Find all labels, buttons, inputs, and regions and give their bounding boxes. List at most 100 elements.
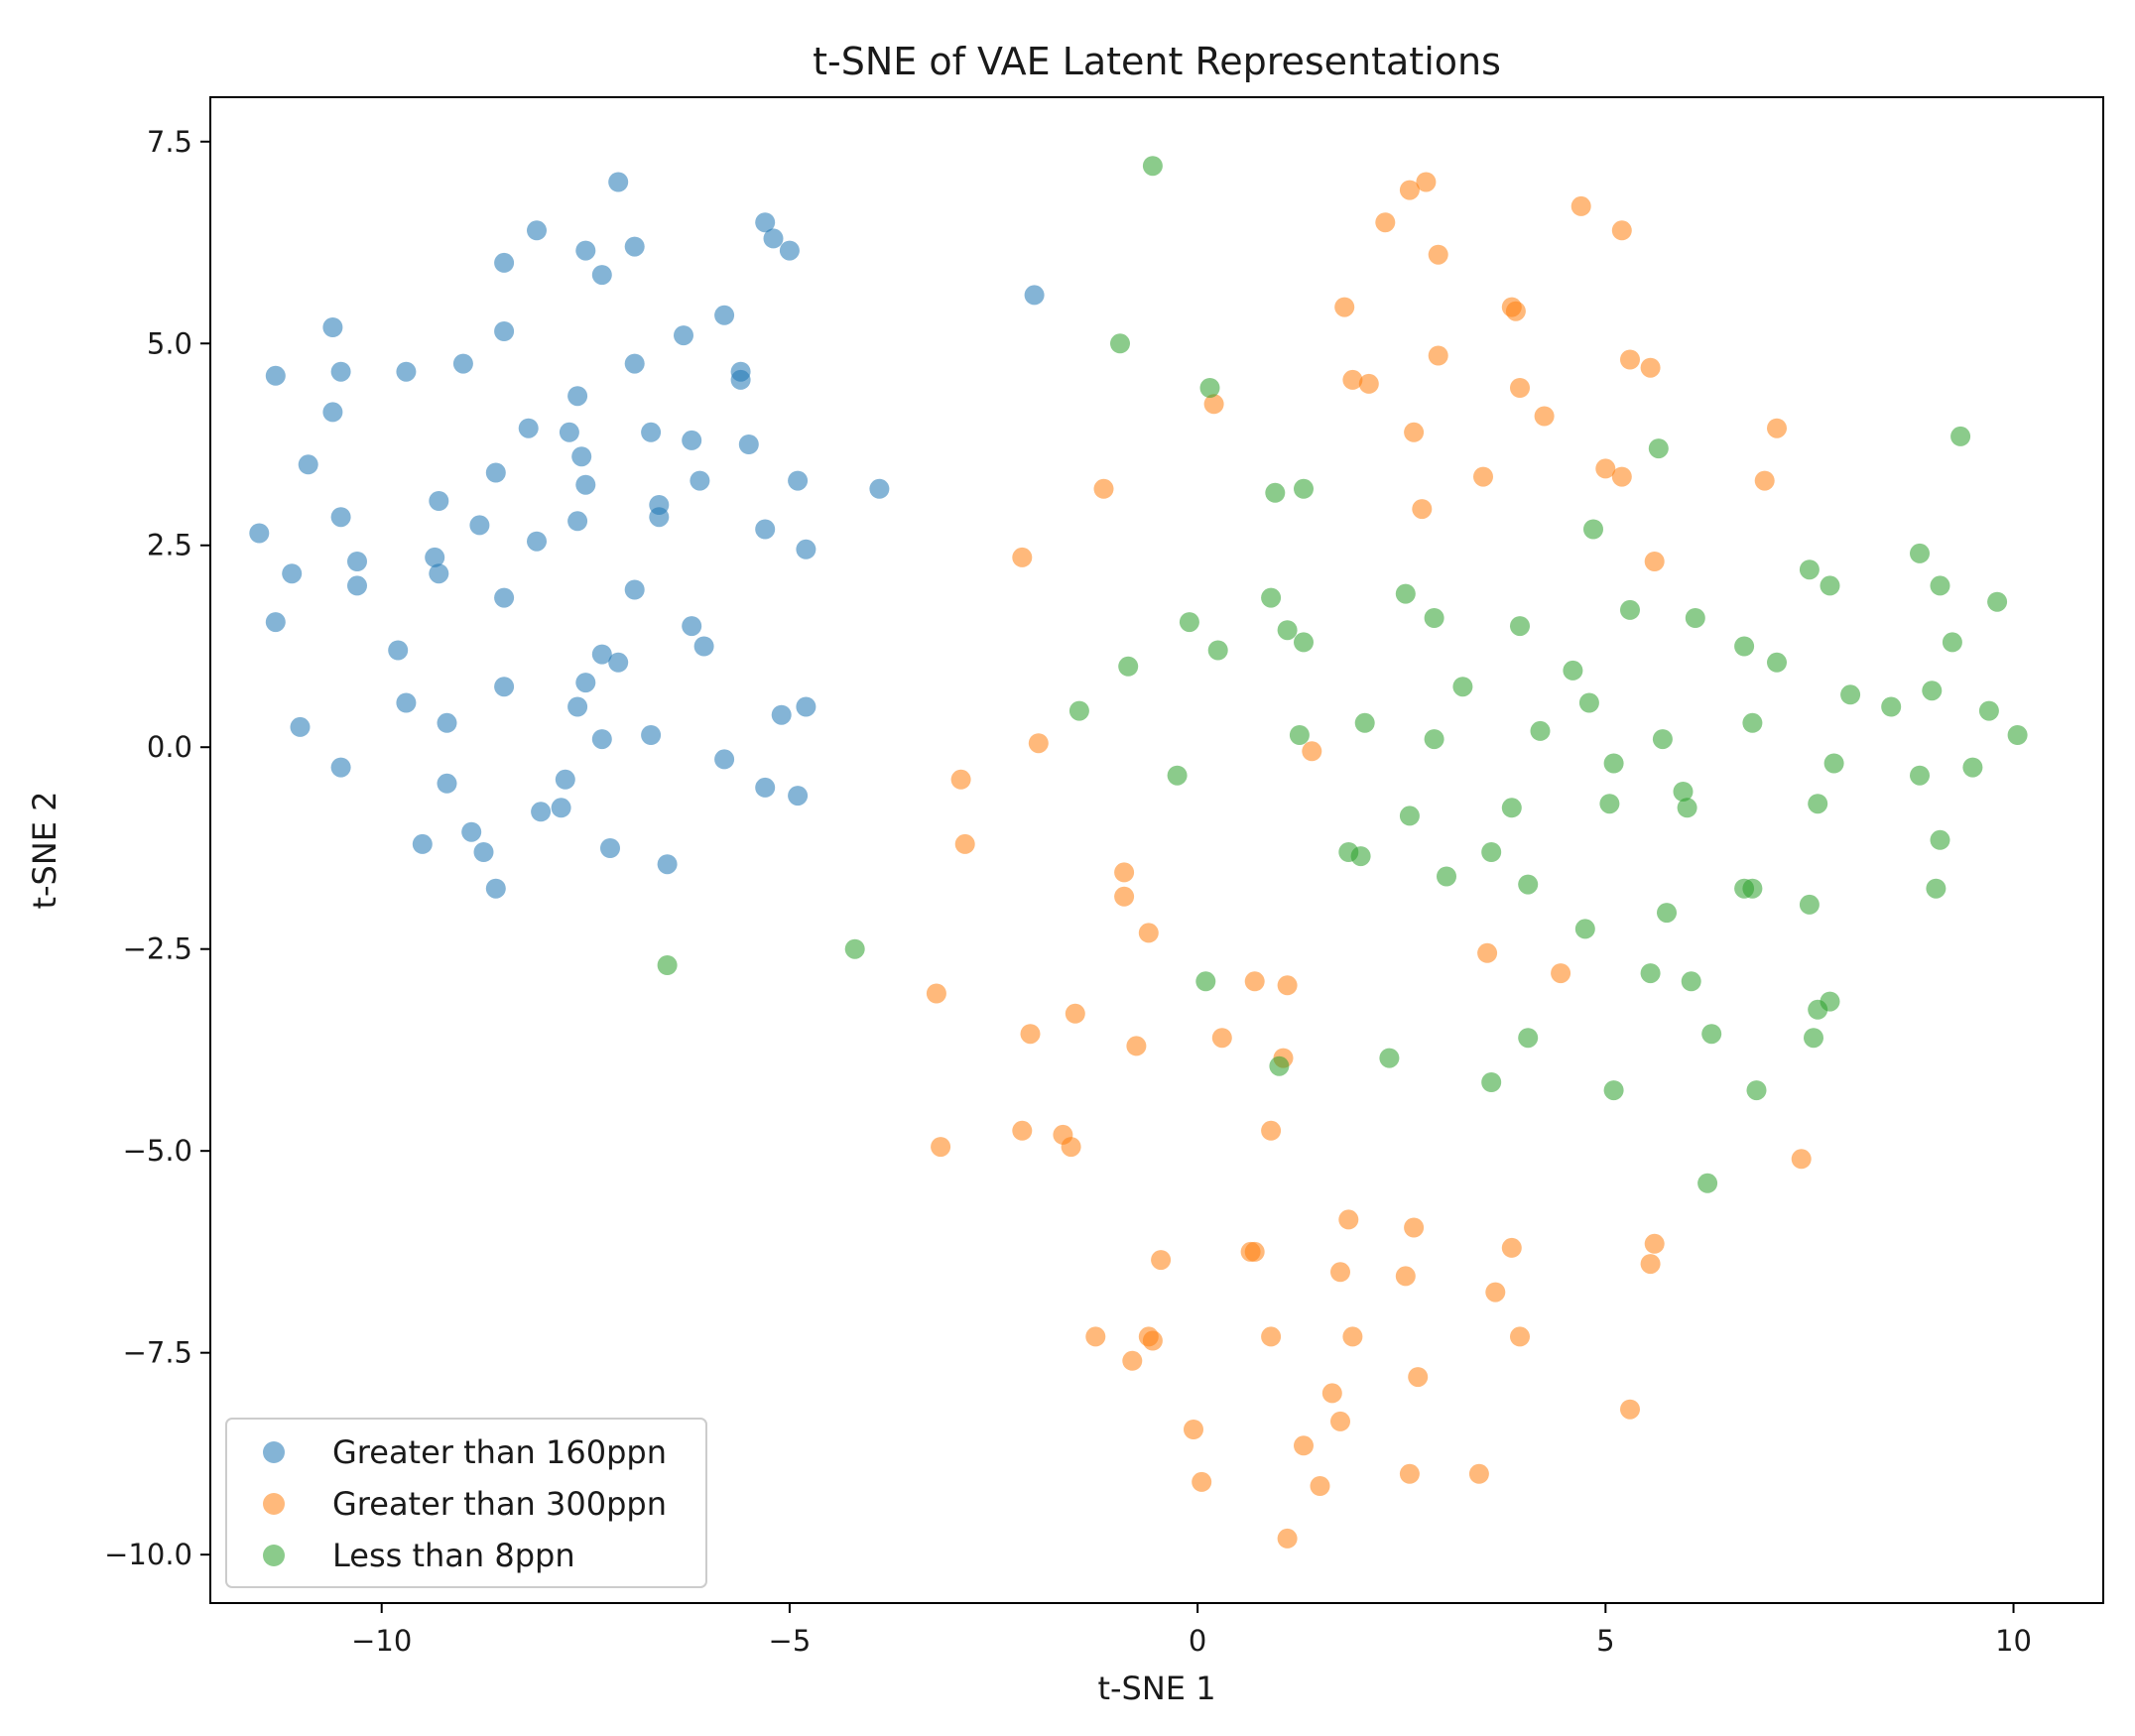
data-point (1673, 782, 1694, 802)
data-point (330, 757, 351, 778)
data-point (1746, 1080, 1767, 1101)
data-point (1310, 1476, 1330, 1496)
data-point (1930, 829, 1950, 850)
data-point (412, 833, 433, 854)
data-point (1481, 842, 1502, 862)
data-point (567, 511, 588, 532)
x-tick-label: 5 (1596, 1624, 1614, 1658)
data-point (494, 321, 515, 341)
data-point (641, 422, 662, 442)
data-point (954, 833, 975, 854)
data-point (1644, 1233, 1665, 1254)
data-point (1742, 878, 1763, 899)
data-point (1020, 1024, 1041, 1045)
data-point (608, 172, 629, 192)
data-point (1192, 1471, 1212, 1492)
data-point (1294, 1435, 1314, 1456)
legend-marker-160ppn (263, 1441, 285, 1463)
data-point (494, 677, 515, 697)
data-point (485, 878, 506, 899)
data-point (657, 955, 678, 975)
data-point (1412, 499, 1433, 520)
data-point (1114, 886, 1135, 907)
y-tick-label: 2.5 (147, 529, 192, 562)
data-point (1399, 180, 1420, 200)
data-point (1269, 1055, 1290, 1076)
data-point (1583, 519, 1603, 540)
legend-label-160ppn: Greater than 160ppn (332, 1433, 667, 1471)
data-point (396, 692, 417, 713)
data-point (1404, 422, 1425, 442)
plot-frame (209, 96, 2104, 1604)
data-point (1342, 369, 1363, 390)
data-point (682, 430, 702, 450)
data-point (1930, 575, 1950, 596)
data-point (1926, 878, 1947, 899)
data-point (1354, 712, 1375, 733)
series-2 (657, 156, 2028, 1193)
data-point (1510, 616, 1530, 637)
data-point (1657, 903, 1677, 924)
data-point (1068, 700, 1089, 721)
data-point (950, 769, 971, 790)
data-point (1808, 999, 1828, 1020)
data-point (1199, 378, 1220, 398)
data-point (796, 696, 816, 717)
data-point (1151, 1250, 1172, 1271)
data-point (1452, 677, 1473, 697)
data-point (1799, 559, 1820, 580)
data-point (690, 470, 710, 491)
data-point (771, 704, 792, 725)
x-tick-label: −5 (769, 1624, 812, 1658)
data-point (1395, 583, 1416, 604)
data-point (282, 563, 303, 584)
data-point (1195, 971, 1216, 992)
data-point (1142, 156, 1163, 177)
data-point (1603, 1080, 1624, 1101)
data-point (1404, 1217, 1425, 1238)
data-point (591, 644, 612, 665)
data-point (714, 305, 735, 325)
legend-label-300ppn: Greater than 300ppn (332, 1485, 667, 1523)
data-point (844, 938, 865, 959)
data-point (1473, 466, 1493, 487)
data-point (575, 474, 596, 495)
y-tick-label: 7.5 (147, 125, 192, 159)
data-point (1881, 696, 1902, 717)
data-point (1118, 656, 1139, 677)
data-point (1179, 612, 1199, 633)
data-point (1142, 1330, 1163, 1351)
data-point (1207, 640, 1228, 661)
legend-marker-8ppn (263, 1545, 285, 1566)
data-point (461, 821, 482, 842)
data-point (682, 616, 702, 637)
y-tick-label: −2.5 (123, 932, 192, 966)
data-point (437, 773, 457, 794)
data-point (1767, 418, 1787, 438)
data-point (1808, 794, 1828, 814)
x-tick-label: 10 (1995, 1624, 2032, 1658)
data-point (1065, 1003, 1085, 1024)
data-point (1399, 1463, 1420, 1484)
data-point (763, 228, 784, 249)
data-point (1501, 1237, 1522, 1258)
data-point (527, 220, 547, 241)
series-1 (926, 172, 1812, 1549)
data-point (600, 838, 620, 858)
x-tick-label: −10 (351, 1624, 412, 1658)
data-point (1518, 874, 1539, 895)
data-point (1697, 1173, 1718, 1193)
data-point (1950, 426, 1971, 446)
data-point (1791, 1149, 1812, 1170)
data-point (1510, 378, 1530, 398)
data-point (1428, 345, 1448, 366)
data-point (1330, 1411, 1350, 1431)
axes-layer: −10 −5 0 5 10 7.5 5.0 2.5 0.0 −2.5 −5.0 −7.5 −10.0 (104, 125, 2032, 1658)
data-point (788, 786, 809, 806)
data-point (1184, 1420, 1203, 1439)
data-point (485, 462, 506, 483)
y-tick-label: 5.0 (147, 326, 192, 360)
data-point (796, 539, 816, 559)
data-point (322, 402, 343, 423)
data-point (1574, 919, 1595, 939)
